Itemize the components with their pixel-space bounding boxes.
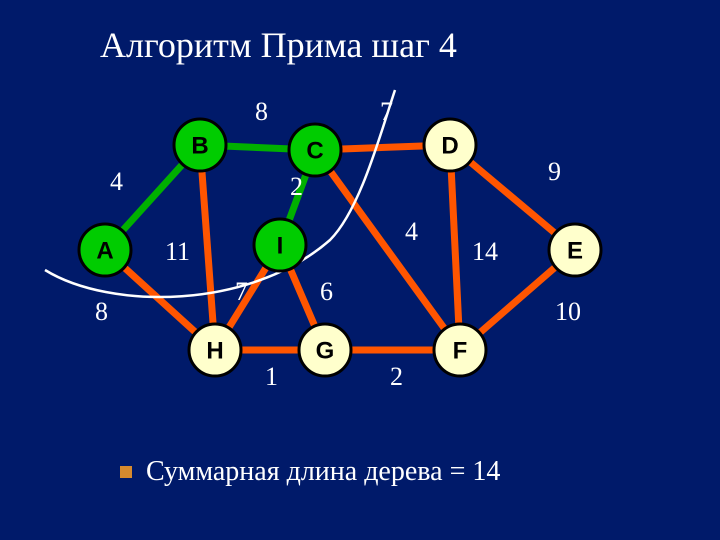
bullet-icon <box>120 466 132 478</box>
weight-C-I: 2 <box>290 172 303 201</box>
node-label-G: G <box>316 338 335 365</box>
edge-D-F <box>450 145 460 350</box>
stage: 4 8 8 11 7 2 4 9 14 10 2 1 6 7 A B C D E F G H I Алгоритм Прим… <box>0 0 720 540</box>
node-label-C: C <box>306 138 323 165</box>
node-label-A: A <box>96 238 113 265</box>
weight-C-F: 4 <box>405 217 418 246</box>
node-label-B: B <box>191 133 208 160</box>
edge-C-F <box>315 150 460 350</box>
weight-D-F: 14 <box>472 237 498 266</box>
weight-D-E: 9 <box>548 157 561 186</box>
node-label-I: I <box>277 233 284 260</box>
weight-B-H: 11 <box>165 237 190 266</box>
node-label-F: F <box>453 338 468 365</box>
weight-E-F: 10 <box>555 297 581 326</box>
summary-text: Суммарная длина дерева = 14 <box>146 456 500 488</box>
weight-B-C: 8 <box>255 97 268 126</box>
weight-A-H: 8 <box>95 297 108 326</box>
weight-A-B: 4 <box>110 167 123 196</box>
weight-F-G: 2 <box>390 362 403 391</box>
weight-G-H: 1 <box>265 362 278 391</box>
weight-C-D: 7 <box>380 97 393 126</box>
node-label-H: H <box>206 338 223 365</box>
weight-G-I: 6 <box>320 277 333 306</box>
weight-H-I: 7 <box>235 277 248 306</box>
summary-line: Суммарная длина дерева = 14 <box>120 456 500 488</box>
edge-B-H <box>200 145 215 350</box>
node-label-E: E <box>567 238 583 265</box>
page-title: Алгоритм Прима шаг 4 <box>100 24 457 66</box>
node-label-D: D <box>441 133 458 160</box>
